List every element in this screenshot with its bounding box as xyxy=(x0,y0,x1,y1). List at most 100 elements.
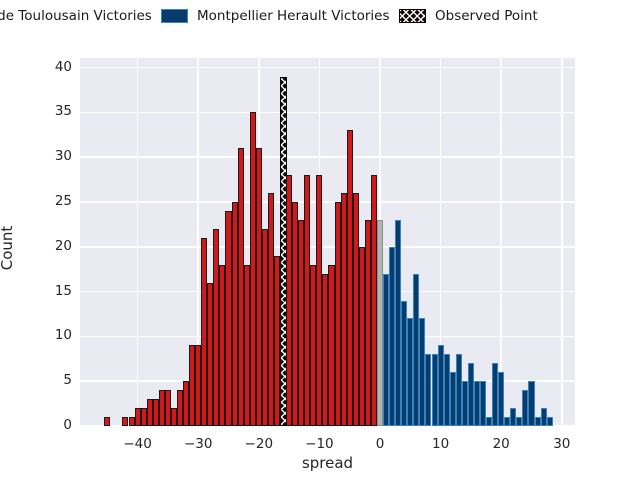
histogram-bar xyxy=(128,417,135,426)
y-gridline xyxy=(80,66,575,69)
histogram-bar xyxy=(504,417,511,426)
histogram-bar xyxy=(328,264,335,426)
x-tick-label: 10 xyxy=(432,436,450,452)
histogram-bar xyxy=(534,417,541,426)
histogram-bar xyxy=(431,354,438,426)
y-gridline xyxy=(80,111,575,114)
x-axis-label: spread xyxy=(301,454,354,472)
y-axis-label: Count xyxy=(0,225,16,271)
histogram-bar xyxy=(516,417,523,426)
histogram-bar xyxy=(195,345,202,426)
histogram-bar xyxy=(437,345,444,426)
histogram-bar xyxy=(546,417,553,426)
x-gridline xyxy=(197,58,199,426)
y-gridline xyxy=(80,156,575,158)
histogram-bar xyxy=(267,193,274,426)
histogram-bar xyxy=(261,228,268,426)
y-tick-label: 15 xyxy=(54,282,72,299)
histogram-bar xyxy=(298,219,305,426)
histogram-bar xyxy=(213,228,220,426)
x-tick-label: 0 xyxy=(375,436,385,452)
histogram-bar xyxy=(522,390,529,426)
histogram-bar xyxy=(492,363,499,426)
histogram-bar xyxy=(164,390,171,426)
histogram-bar xyxy=(486,417,493,426)
histogram-bar xyxy=(401,300,408,426)
histogram-bar xyxy=(449,372,456,426)
histogram-bar xyxy=(310,264,317,426)
histogram-bar xyxy=(255,148,262,426)
y-gridline xyxy=(80,201,575,203)
histogram-bar xyxy=(358,246,365,426)
legend-label: Observed Point xyxy=(435,8,538,24)
histogram-bar xyxy=(413,273,420,426)
histogram-bar xyxy=(201,237,208,426)
x-gridline xyxy=(561,58,563,426)
histogram-bar xyxy=(364,219,371,426)
histogram-bar xyxy=(249,112,256,426)
y-tick-label: 25 xyxy=(54,193,72,209)
x-gridline xyxy=(500,58,502,426)
histogram-bar xyxy=(540,408,547,426)
legend-label: Montpellier Herault Victories xyxy=(197,8,390,24)
histogram-bar xyxy=(134,408,141,426)
histogram-bar xyxy=(322,273,329,426)
y-tick-label: 5 xyxy=(63,372,72,389)
histogram-bar xyxy=(407,318,414,426)
y-tick-label: 40 xyxy=(54,58,72,75)
histogram-bar xyxy=(425,354,432,426)
legend-item-observed-point: Observed Point xyxy=(399,4,538,28)
plot-area xyxy=(80,58,575,426)
legend: Stade Toulousain Victories Montpellier H… xyxy=(0,4,640,28)
y-tick-label: 20 xyxy=(54,237,72,254)
histogram-bar xyxy=(352,193,359,426)
histogram-bar xyxy=(122,417,129,426)
x-tick-label: −20 xyxy=(244,436,274,452)
histogram-bar xyxy=(510,408,517,426)
histogram-bar xyxy=(189,345,196,426)
histogram-bar xyxy=(243,264,250,426)
histogram-bar xyxy=(340,193,347,426)
histogram-bar xyxy=(176,390,184,426)
histogram-bar xyxy=(346,130,353,426)
x-gridline xyxy=(439,58,442,426)
legend-item-montpellier: Montpellier Herault Victories xyxy=(161,4,390,28)
y-tick-label: 30 xyxy=(54,148,72,165)
histogram-bar xyxy=(370,175,377,426)
histogram-bar xyxy=(383,273,390,426)
x-tick-label: −40 xyxy=(123,436,152,452)
x-tick-label: 30 xyxy=(553,436,571,452)
histogram-bar xyxy=(170,408,177,426)
histogram-bar xyxy=(443,354,450,426)
histogram-bar xyxy=(158,390,165,426)
x-tick-label: −30 xyxy=(183,436,213,452)
x-tick-label: −10 xyxy=(305,436,334,452)
histogram-bar xyxy=(455,354,462,426)
histogram-bar xyxy=(419,318,426,426)
histogram-bar xyxy=(528,381,535,426)
histogram-bar xyxy=(376,219,384,426)
histogram-bar xyxy=(334,202,341,426)
histogram-bar xyxy=(219,264,226,426)
blue-swatch-icon xyxy=(161,9,188,23)
histogram-bar xyxy=(479,381,487,426)
histogram-bar xyxy=(207,282,214,426)
histogram-bar xyxy=(389,246,396,426)
histogram-bar xyxy=(146,399,153,426)
histogram-bar xyxy=(473,381,480,426)
y-tick-label: 10 xyxy=(54,327,72,344)
histogram-bar xyxy=(292,202,299,426)
histogram-bar xyxy=(237,148,244,426)
histogram-bar xyxy=(183,381,190,426)
histogram-bar xyxy=(304,175,311,426)
y-gridline xyxy=(80,246,575,248)
histogram-bar xyxy=(395,219,402,426)
x-tick-label: 20 xyxy=(492,436,510,452)
histogram-bar xyxy=(140,408,147,426)
histogram-bar xyxy=(152,399,159,426)
x-gridline xyxy=(136,58,139,426)
histogram-bar xyxy=(461,381,468,426)
histogram-bar xyxy=(104,417,111,426)
histogram-bar xyxy=(498,372,505,426)
